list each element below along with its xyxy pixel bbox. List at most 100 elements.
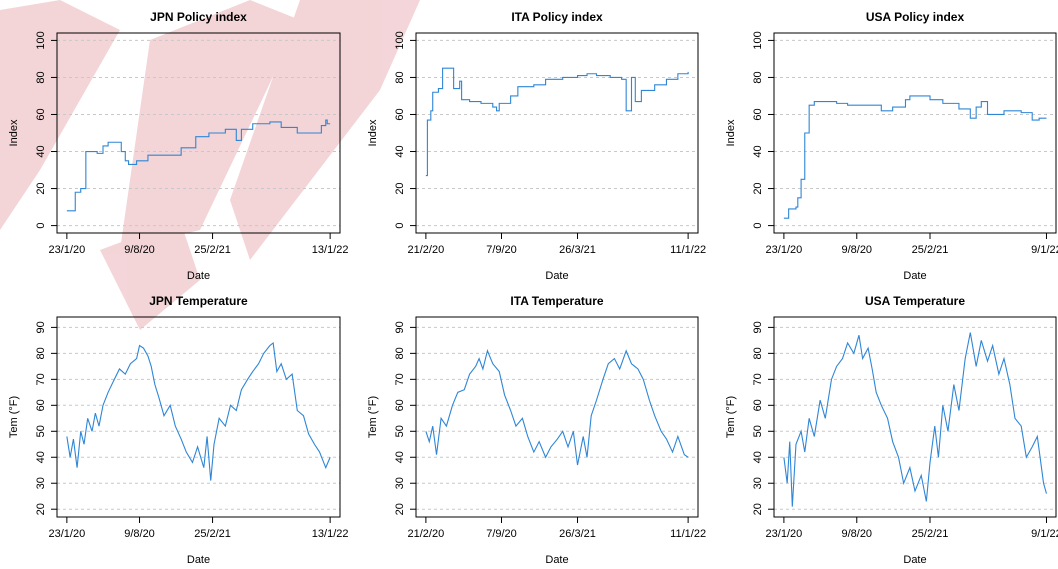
y-tick-label: 20 (35, 182, 47, 194)
x-tick-label: 9/8/20 (124, 244, 155, 256)
y-tick-label: 80 (35, 347, 47, 359)
y-tick-label: 30 (35, 477, 47, 489)
y-tick-label: 20 (752, 182, 764, 194)
panel: ITA Temperature 20 30 40 50 60 70 80 90 21/2/20 7/… (367, 294, 706, 566)
series-line (66, 341, 331, 481)
x-tick-label: 7/9/20 (486, 244, 517, 256)
y-axis-label: Index (8, 119, 20, 146)
series-line (425, 349, 689, 466)
x-axis-label: Date (187, 554, 210, 566)
y-tick-label: 70 (394, 373, 406, 385)
x-tick-label: 26/3/21 (559, 528, 596, 540)
plot-frame (773, 32, 1057, 234)
x-tick-label: 11/1/22 (670, 244, 706, 256)
plot-frame (415, 316, 699, 518)
y-tick-label: 60 (752, 399, 764, 411)
plot-frame (56, 316, 341, 518)
y-tick-label: 60 (394, 399, 406, 411)
y-tick-label: 80 (752, 347, 764, 359)
x-axis-label: Date (903, 270, 926, 282)
panel: JPN Policy index 0 20 40 60 80 100 23/1/20 9/8/2… (8, 10, 349, 282)
y-tick-label: 80 (394, 71, 406, 83)
x-axis-label: Date (903, 554, 926, 566)
x-tick-label: 9/1/22 (1031, 528, 1058, 540)
y-tick-label: 40 (394, 451, 406, 463)
y-axis-label: Tem (°F) (8, 396, 20, 438)
chart-title: JPN Policy index (150, 10, 247, 24)
chart-title: ITA Policy index (511, 10, 603, 24)
watermark (0, 0, 420, 330)
y-tick-label: 60 (752, 108, 764, 120)
x-tick-label: 11/1/22 (670, 528, 706, 540)
x-tick-label: 9/8/20 (841, 528, 872, 540)
series-line (783, 332, 1048, 507)
series-line (66, 119, 331, 212)
x-tick-label: 25/2/21 (912, 244, 949, 256)
y-tick-label: 40 (394, 145, 406, 157)
y-tick-label: 70 (752, 373, 764, 385)
x-tick-label: 23/1/20 (766, 528, 803, 540)
y-tick-label: 100 (394, 31, 406, 49)
y-tick-label: 80 (752, 71, 764, 83)
chart-title: ITA Temperature (510, 294, 603, 308)
chart-title: JPN Temperature (149, 294, 248, 308)
y-tick-label: 40 (35, 145, 47, 157)
x-tick-label: 9/8/20 (841, 244, 872, 256)
y-tick-label: 90 (35, 321, 47, 333)
y-tick-label: 100 (752, 31, 764, 49)
watermark-shape (120, 0, 300, 250)
y-tick-label: 80 (394, 347, 406, 359)
plot-frame (773, 316, 1057, 518)
x-tick-label: 9/1/22 (1031, 244, 1058, 256)
y-tick-label: 60 (394, 108, 406, 120)
watermark-shape (230, 0, 420, 260)
y-tick-label: 20 (394, 182, 406, 194)
y-tick-label: 70 (35, 373, 47, 385)
x-tick-label: 21/2/20 (408, 244, 445, 256)
series-line (425, 67, 689, 177)
y-tick-label: 90 (752, 321, 764, 333)
x-tick-label: 13/1/22 (312, 528, 349, 540)
x-tick-label: 23/1/20 (49, 528, 86, 540)
y-tick-label: 20 (394, 503, 406, 515)
y-axis-label: Index (725, 119, 737, 146)
panel: ITA Policy index 0 20 40 60 80 100 21/2/20 7/9/2… (367, 10, 706, 282)
watermark-shape (100, 220, 200, 330)
x-tick-label: 9/8/20 (124, 528, 155, 540)
panel: USA Policy index 0 20 40 60 80 100 23/1/20 9/8/2… (725, 10, 1058, 282)
panel: USA Temperature 20 30 40 50 60 70 80 90 23/1/20 9/… (725, 294, 1058, 566)
series-line (783, 95, 1047, 219)
x-axis-label: Date (187, 270, 210, 282)
y-axis-label: Tem (°F) (367, 396, 379, 438)
y-tick-label: 50 (35, 425, 47, 437)
plot-frame (56, 32, 341, 234)
y-tick-label: 40 (752, 451, 764, 463)
y-tick-label: 0 (35, 223, 47, 229)
panel: JPN Temperature 20 30 40 50 60 70 80 90 23/1/20 9/… (8, 294, 349, 566)
y-tick-label: 40 (752, 145, 764, 157)
plot-frame (415, 32, 699, 234)
x-tick-label: 25/2/21 (194, 244, 231, 256)
x-tick-label: 13/1/22 (312, 244, 349, 256)
x-tick-label: 23/1/20 (766, 244, 803, 256)
x-axis-label: Date (545, 554, 568, 566)
chart-title: USA Policy index (866, 10, 965, 24)
y-tick-label: 50 (752, 425, 764, 437)
y-tick-label: 40 (35, 451, 47, 463)
y-axis-label: Tem (°F) (725, 396, 737, 438)
y-tick-label: 60 (35, 399, 47, 411)
y-axis-label: Index (367, 119, 379, 146)
y-tick-label: 50 (394, 425, 406, 437)
x-tick-label: 23/1/20 (49, 244, 86, 256)
x-tick-label: 21/2/20 (408, 528, 445, 540)
y-tick-label: 0 (752, 223, 764, 229)
x-tick-label: 7/9/20 (486, 528, 517, 540)
watermark-shape (0, 0, 120, 230)
y-tick-label: 80 (35, 71, 47, 83)
x-axis-label: Date (545, 270, 568, 282)
x-tick-label: 26/3/21 (559, 244, 596, 256)
y-tick-label: 0 (394, 223, 406, 229)
y-tick-label: 30 (394, 477, 406, 489)
chart-title: USA Temperature (865, 294, 965, 308)
